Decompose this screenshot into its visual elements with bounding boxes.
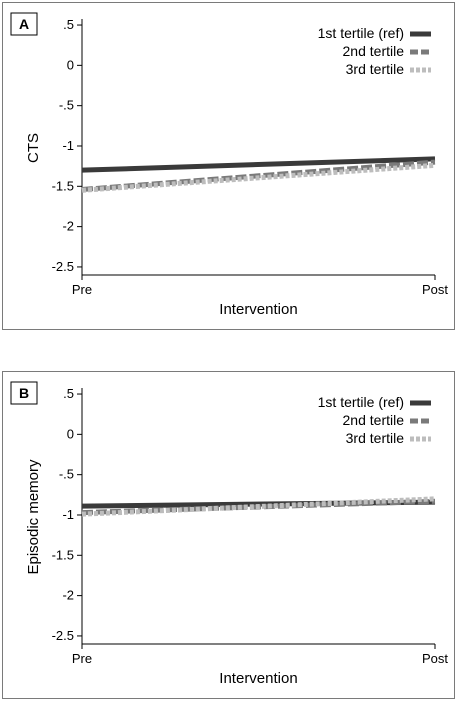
y-tick-label: 0 — [67, 426, 74, 441]
x-tick-label: Post — [422, 651, 448, 666]
y-axis-title: CTS — [25, 133, 42, 163]
y-tick-label: -1 — [62, 507, 74, 522]
y-tick-label: -.5 — [59, 467, 74, 482]
x-tick-label: Pre — [72, 282, 92, 297]
x-tick-label: Pre — [72, 651, 92, 666]
y-tick-label: -.5 — [59, 98, 74, 113]
legend-label-1: 1st tertile (ref) — [318, 394, 404, 410]
legend-label-2: 2nd tertile — [343, 43, 405, 59]
panel-label: B — [19, 385, 29, 401]
series-line-3 — [81, 496, 436, 517]
y-tick-label: -2 — [62, 219, 74, 234]
chart-panel-b: B .5 0 -.5 -1 -1.5 -2 -2.5 Pre Post Intervention Ep… — [2, 371, 455, 699]
legend-label-3: 3rd tertile — [346, 61, 405, 77]
legend-label-2: 2nd tertile — [343, 412, 405, 428]
chart-a-svg: A .5 0 -.5 -1 -1.5 -2 -2.5 Pre Post Intervention CT… — [10, 12, 448, 318]
series-line-1 — [81, 156, 436, 173]
panel-label-box — [10, 381, 38, 405]
y-tick-label: .5 — [63, 386, 74, 401]
legend-label-1: 1st tertile (ref) — [318, 25, 404, 41]
legend-label-3: 3rd tertile — [346, 430, 405, 446]
y-tick-label: -2 — [62, 588, 74, 603]
y-tick-label: 0 — [67, 57, 74, 72]
y-tick-label: -1 — [62, 138, 74, 153]
y-tick-label: -2.5 — [52, 259, 74, 274]
x-tick-label: Post — [422, 282, 448, 297]
x-axis-title: Intervention — [219, 301, 297, 318]
x-axis-title: Intervention — [219, 670, 297, 687]
chart-b-svg: B .5 0 -.5 -1 -1.5 -2 -2.5 Pre Post Intervention Ep… — [10, 381, 448, 687]
y-tick-label: -1.5 — [52, 178, 74, 193]
y-tick-label: -2.5 — [52, 628, 74, 643]
y-tick-label: -1.5 — [52, 547, 74, 562]
panel-label: A — [19, 16, 29, 32]
panel-label-box — [10, 12, 38, 36]
y-tick-label: .5 — [63, 17, 74, 32]
y-axis-title: Episodic memory — [25, 459, 42, 575]
chart-panel-a: A .5 0 -.5 -1 -1.5 -2 -2.5 Pre Post Intervention CT… — [2, 2, 455, 330]
series-line-3 — [81, 162, 436, 193]
